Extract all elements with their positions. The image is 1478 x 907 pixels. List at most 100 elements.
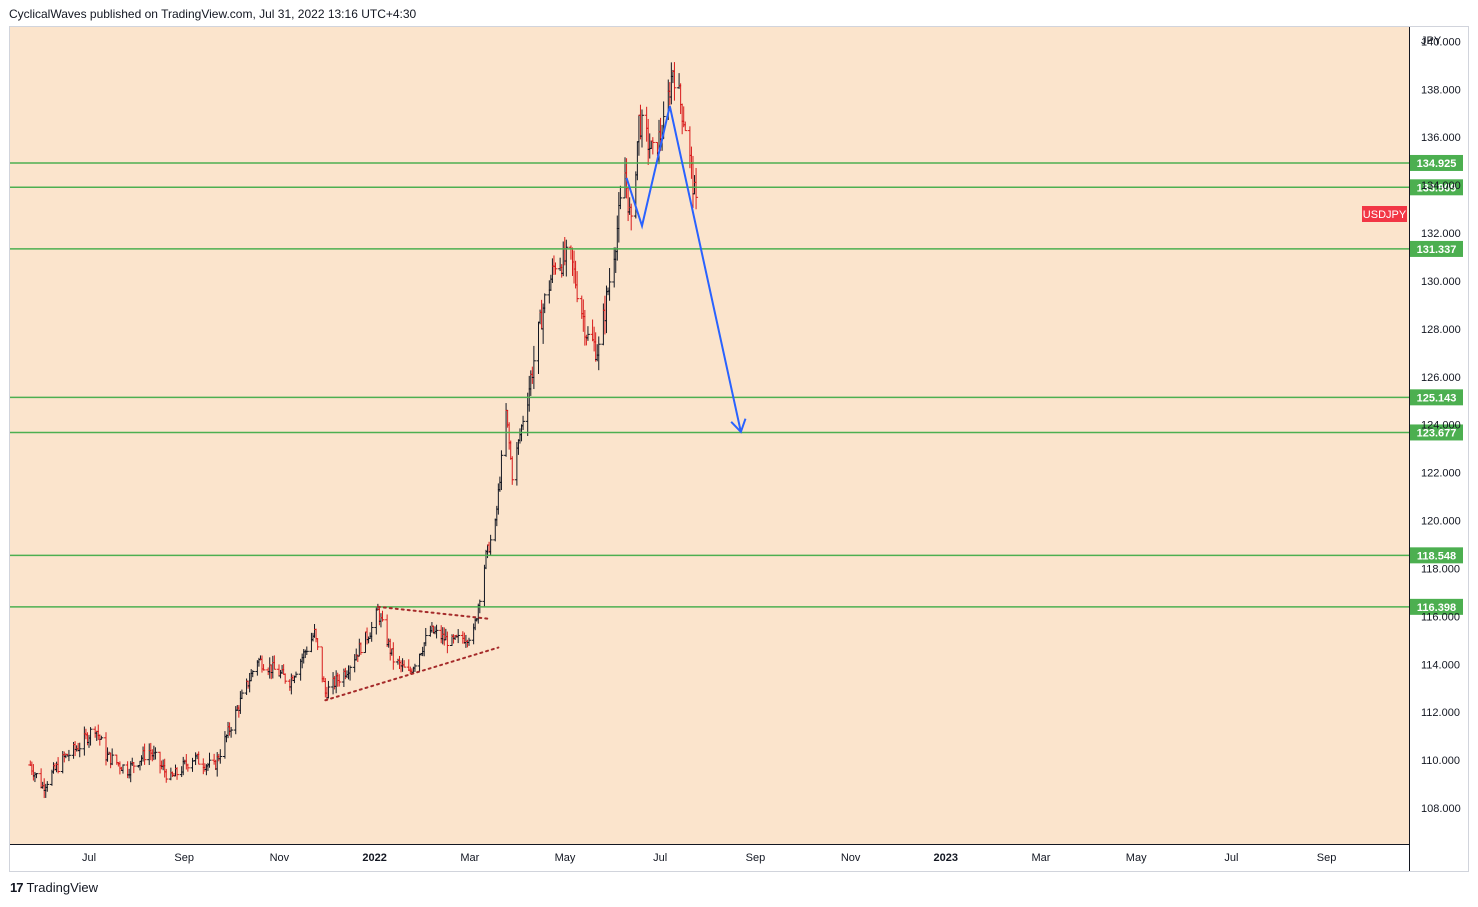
footer-brand[interactable]: TradingView xyxy=(26,880,99,895)
ohlc-bar xyxy=(683,121,688,132)
time-tick-label: Mar xyxy=(1032,852,1051,864)
price-tick-label: 140.000 xyxy=(1421,36,1461,48)
time-tick-label: Nov xyxy=(841,852,861,864)
ohlc-bar xyxy=(510,456,515,485)
level-price-label: 118.548 xyxy=(1417,550,1456,562)
ohlc-bar xyxy=(521,415,526,431)
ohlc-bar xyxy=(175,767,180,780)
ohlc-bar xyxy=(283,673,288,684)
triangle-pattern xyxy=(324,605,500,702)
ohlc-bar xyxy=(607,268,612,301)
time-tick-label: Jul xyxy=(82,852,96,864)
level-price-label-bg xyxy=(1410,598,1463,615)
ohlc-bar xyxy=(326,680,331,699)
level-price-label: 123.677 xyxy=(1417,427,1457,439)
price-tick-label: 124.000 xyxy=(1421,420,1461,432)
ohlc-bar xyxy=(391,642,396,670)
ohlc-bar xyxy=(218,749,223,764)
price-tick-label: 112.000 xyxy=(1421,707,1460,719)
currency-label: JPY xyxy=(1421,35,1442,47)
ohlc-bar xyxy=(196,751,201,765)
ohlc-bar xyxy=(640,109,645,148)
ohlc-bar xyxy=(672,62,677,101)
ohlc-bar xyxy=(272,655,277,670)
price-tick-label: 120.000 xyxy=(1421,516,1461,528)
ohlc-bar xyxy=(596,336,601,371)
ohlc-bar xyxy=(575,271,580,303)
time-tick-label: 2022 xyxy=(362,852,386,864)
projection-line xyxy=(625,105,742,433)
time-tick-label: May xyxy=(555,852,576,864)
level-price-label: 125.143 xyxy=(1417,392,1457,404)
ohlc-bar xyxy=(650,137,655,155)
ohlc-bar xyxy=(229,726,234,738)
time-tick-label: Sep xyxy=(174,852,194,864)
ohlc-bar xyxy=(239,689,244,700)
level-price-label-bg xyxy=(1410,154,1463,171)
price-tick-label: 134.000 xyxy=(1421,180,1461,192)
ohlc-bar xyxy=(131,762,136,774)
price-tick-label: 126.000 xyxy=(1421,372,1461,384)
ohlc-bar xyxy=(412,663,417,672)
price-tick-label: 138.000 xyxy=(1421,84,1461,96)
price-tick-label: 110.000 xyxy=(1421,755,1460,767)
ohlc-bar xyxy=(694,167,699,210)
time-axis-background[interactable] xyxy=(10,845,1468,871)
plot-background[interactable] xyxy=(10,27,1409,844)
ohlc-bar xyxy=(77,742,82,758)
price-tick-label: 122.000 xyxy=(1421,468,1461,480)
time-tick-label: May xyxy=(1126,852,1147,864)
publisher-header: CyclicalWaves published on TradingView.c… xyxy=(9,7,417,21)
ohlc-bar xyxy=(629,203,634,231)
ohlc-bar xyxy=(467,637,471,646)
ohlc-bar xyxy=(315,638,320,651)
ohlc-bar xyxy=(261,664,266,671)
ohlc-bar xyxy=(348,665,353,681)
ohlc-bar xyxy=(585,326,590,341)
tradingview-logo-icon[interactable]: 17 xyxy=(10,880,24,895)
ohlc-bar xyxy=(337,674,342,687)
ohlc-bar xyxy=(88,727,93,746)
price-tick-label: 130.000 xyxy=(1421,276,1461,288)
ohlc-bar xyxy=(34,773,39,779)
ohlc-bar xyxy=(142,743,147,765)
ohlc-bar xyxy=(402,660,407,668)
ohlc-bar xyxy=(445,631,450,654)
price-tick-label: 108.000 xyxy=(1421,803,1461,815)
ohlc-bar xyxy=(56,757,61,774)
ohlc-bar xyxy=(153,747,158,760)
ohlc-bar xyxy=(423,627,428,647)
triangle-upper-line xyxy=(376,605,491,620)
level-price-label: 131.337 xyxy=(1417,244,1457,256)
ohlc-bars xyxy=(28,62,699,799)
ohlc-bar xyxy=(207,752,212,768)
price-tick-label: 136.000 xyxy=(1421,132,1461,144)
price-tick-label: 114.000 xyxy=(1421,659,1460,671)
time-tick-label: Jul xyxy=(653,852,667,864)
symbol-badge-text: USDJPY xyxy=(1363,209,1407,221)
triangle-lower-line xyxy=(324,646,500,702)
time-tick-label: Mar xyxy=(460,852,479,864)
ohlc-bar xyxy=(618,185,623,210)
ohlc-bar xyxy=(120,764,125,774)
level-price-label-bg xyxy=(1410,424,1463,441)
symbol-badge[interactable]: USDJPY xyxy=(1362,206,1407,222)
level-price-label-bg xyxy=(1410,389,1463,406)
ohlc-bar xyxy=(358,642,363,655)
symbol-badge-bg xyxy=(1362,206,1407,222)
time-tick-label: Sep xyxy=(1317,852,1337,864)
ohlc-bar xyxy=(564,239,569,277)
ohlc-bar xyxy=(488,534,493,556)
projection-path xyxy=(625,105,747,434)
ohlc-bar xyxy=(185,763,190,772)
level-price-label: 134.925 xyxy=(1417,158,1457,170)
level-price-label: 116.398 xyxy=(1417,602,1456,614)
level-price-label: 133.909 xyxy=(1417,182,1457,194)
projection-arrowhead xyxy=(730,418,747,434)
ohlc-bar xyxy=(531,345,536,390)
horizontal-levels: 134.925 133.909 131.337 125.143 123.677 118.5… xyxy=(10,154,1463,615)
price-axis: 108.000 110.000 112.000 114.000 116.000 118.0… xyxy=(1421,36,1461,815)
price-tick-label: 132.000 xyxy=(1421,228,1461,240)
price-tick-label: 116.000 xyxy=(1421,611,1460,623)
